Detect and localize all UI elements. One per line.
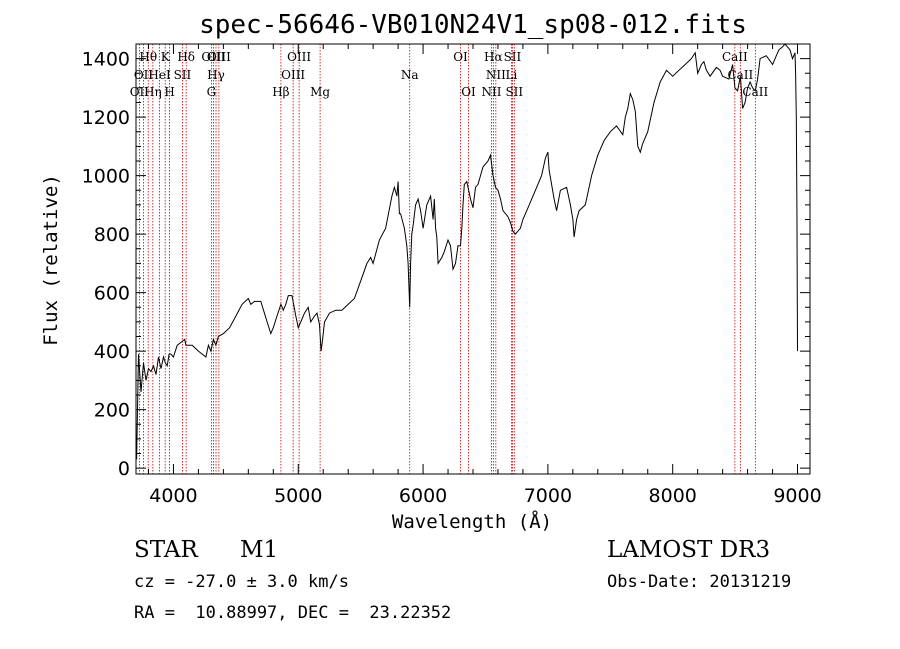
line-label-11: Hγ — [207, 68, 225, 82]
object-class: STAR — [134, 537, 198, 563]
redshift-cz: cz = -27.0 ± 3.0 km/s — [134, 572, 349, 592]
y-tick-label: 1000 — [82, 166, 130, 188]
observation-date: Obs-Date: 20131219 — [607, 572, 792, 592]
line-label-1: Hθ — [139, 50, 157, 64]
survey-name: LAMOST DR3 — [607, 537, 771, 563]
x-tick-label: 7000 — [524, 485, 572, 507]
x-axis-ticks: 4000 5000 6000 7000 8000 9000 — [147, 44, 822, 507]
line-label-5: K — [161, 50, 171, 64]
plot-frame — [135, 43, 811, 475]
line-label-22: NII — [486, 68, 506, 82]
y-tick-label: 800 — [94, 224, 130, 246]
flux-series-line — [136, 43, 798, 460]
line-label-0: OII — [130, 85, 150, 99]
y-axis-ticks: 0 200 400 600 800 1000 1200 1400 — [82, 49, 810, 480]
line-label-25: SII — [505, 85, 523, 99]
y-tick-label: 400 — [94, 341, 130, 363]
line-label-3: Hη — [144, 85, 162, 99]
line-label-9: G — [207, 85, 217, 99]
line-label-16: Mg — [310, 85, 330, 99]
line-label-15: OIII — [287, 50, 311, 64]
line-label-18: OI — [453, 50, 468, 64]
line-label-13: Hβ — [272, 85, 289, 99]
y-tick-label: 1200 — [82, 107, 130, 129]
line-label-10: OIII — [201, 50, 225, 64]
line-label-21: Hα — [484, 50, 503, 64]
line-label-26: CaII — [722, 50, 748, 64]
y-tick-label: 600 — [94, 283, 130, 305]
x-tick-label: 8000 — [649, 485, 697, 507]
chart-title: spec-56646-VB010N24V1_sp08-012.fits — [199, 10, 747, 40]
x-tick-label: 9000 — [773, 485, 821, 507]
y-tick-label: 200 — [94, 400, 130, 422]
y-tick-label: 1400 — [82, 49, 130, 71]
x-tick-label: 6000 — [399, 485, 447, 507]
line-label-17: Na — [401, 68, 419, 82]
line-label-6: H — [164, 85, 174, 99]
line-label-23: Li — [506, 68, 518, 82]
y-axis-label: Flux (relative) — [40, 174, 62, 346]
coordinates: RA = 10.88997, DEC = 23.22352 — [134, 603, 452, 623]
line-label-19: OI — [461, 85, 476, 99]
line-label-20: NII — [481, 85, 501, 99]
line-label-24: SII — [504, 50, 522, 64]
y-tick-label: 0 — [118, 458, 130, 480]
line-label-12: OIII — [207, 50, 231, 64]
line-label-2: OII — [134, 68, 154, 82]
emission-line-markers — [138, 44, 756, 474]
x-tick-label: 5000 — [274, 485, 322, 507]
x-tick-label: 4000 — [149, 485, 197, 507]
object-subclass: M1 — [240, 537, 279, 563]
emission-line-labels: OIIHθOIIHηHeIKHSIIHδGOIIIHγOIIIHβOIIIOII… — [130, 50, 769, 99]
line-label-8: Hδ — [177, 50, 195, 64]
line-label-4: HeI — [148, 68, 171, 82]
line-label-7: SII — [174, 68, 192, 82]
x-axis-label: Wavelength (Å) — [392, 510, 552, 533]
line-label-28: CaII — [742, 85, 768, 99]
line-label-14: OIII — [281, 68, 305, 82]
